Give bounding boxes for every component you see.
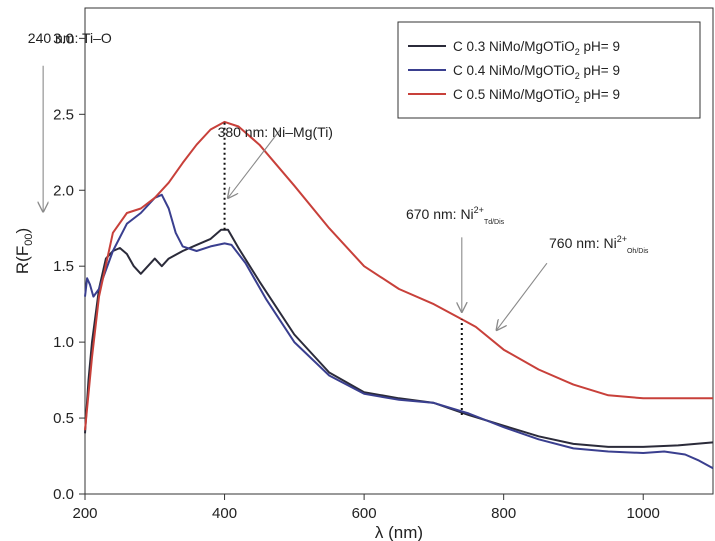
legend-label-1: C 0.3 NiMo/MgOTiO2 pH= 9	[453, 39, 620, 57]
annotation-label-a670: 670 nm: Ni2+Td/Dis	[406, 205, 505, 226]
series-line-1	[84, 228, 714, 448]
annotation-arrow-a380	[228, 129, 281, 198]
x-tick-label: 400	[212, 505, 237, 522]
annotation-label-a240: 240 nm: Ti–O	[28, 30, 112, 46]
x-tick-label: 1000	[627, 505, 660, 522]
y-tick-label: 0.5	[53, 410, 74, 427]
annotation-arrow-a760	[497, 262, 548, 330]
y-tick-label: 3.0	[53, 30, 74, 47]
y-tick-label: 1.0	[53, 334, 74, 351]
x-axis-title: λ (nm)	[375, 523, 423, 541]
annotation-label-a380: 380 nm: Ni–Mg(Ti)	[218, 124, 333, 140]
x-tick-label: 600	[352, 505, 377, 522]
legend: C 0.3 NiMo/MgOTiO2 pH= 9 C 0.4 NiMo/MgOTi…	[397, 21, 701, 119]
y-tick-label: 1.5	[53, 258, 74, 275]
dotted-markers	[223, 121, 463, 416]
legend-label-3: C 0.5 NiMo/MgOTiO2 pH= 9	[453, 87, 620, 105]
y-tick-label: 2.0	[53, 182, 74, 199]
y-tick-label: 2.5	[53, 106, 74, 123]
y-axis-title: R(F00)	[13, 228, 35, 274]
x-tick-label: 800	[491, 505, 516, 522]
y-tick-label: 0.0	[53, 486, 74, 503]
legend-label-2: C 0.4 NiMo/MgOTiO2 pH= 9	[453, 63, 620, 81]
series-line-2	[84, 193, 714, 470]
plot-frame	[84, 7, 714, 495]
axes: 200 400 600 800 1000 0.0 0.5 1.0 1.5 2.0 2.5 3.0 λ (…	[13, 7, 714, 541]
annotations: 240 nm: Ti–O 380 nm: Ni–Mg(Ti) 670 nm: Ni2…	[28, 30, 649, 330]
legend-box	[397, 21, 701, 119]
series-line-3	[84, 120, 713, 431]
x-tick-label: 200	[72, 505, 97, 522]
annotation-label-a760: 760 nm: Ni2+Oh/Dis	[549, 234, 649, 255]
series-group	[84, 120, 714, 470]
